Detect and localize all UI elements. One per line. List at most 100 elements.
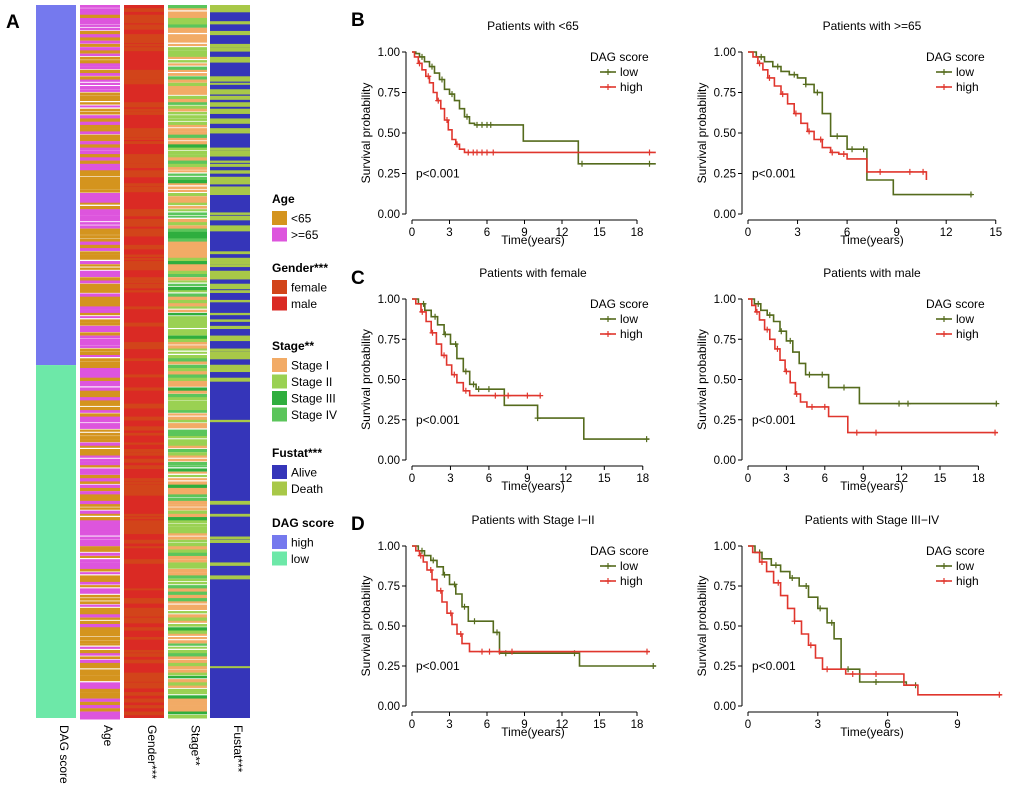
heatmap-cell: [80, 293, 120, 299]
heatmap-cell: [168, 235, 207, 240]
censor-mark: [451, 581, 458, 588]
heatmap-cell: [168, 86, 207, 91]
heatmap-cell: [210, 128, 250, 132]
heatmap-cell: [168, 701, 207, 706]
y-tick-label: 0.25: [714, 415, 736, 427]
heatmap-cell: [80, 471, 120, 475]
km-curve-low: [412, 298, 650, 440]
heatmap-cell: [210, 419, 250, 423]
heatmap-cell: [124, 374, 164, 378]
heatmap-cell: [168, 497, 207, 502]
y-tick-label: 1.00: [378, 47, 400, 59]
heatmap-cell: [168, 251, 207, 257]
heatmap-cell: [80, 192, 120, 198]
heatmap-cell: [168, 17, 207, 22]
censor-mark: [873, 671, 879, 677]
heatmap-cell: [80, 173, 120, 177]
heatmap-cell: [210, 277, 250, 280]
heatmap-cell: [168, 523, 207, 527]
heatmap-cell: [124, 261, 164, 266]
x-tick-label: 9: [521, 719, 527, 731]
heatmap-cell: [124, 173, 164, 178]
heatmap-cell: [168, 98, 207, 103]
heatmap-cell: [210, 666, 250, 669]
km-legend-key-mark: [941, 563, 947, 569]
heatmap-cell: [168, 675, 207, 679]
heatmap-cell: [124, 283, 164, 289]
heatmap-cell: [80, 624, 120, 628]
km-legend-title: DAG score: [926, 297, 985, 311]
heatmap-cell: [80, 410, 120, 413]
km-legend-key-mark: [941, 578, 947, 584]
heatmap-cell: [80, 322, 120, 326]
heatmap-cell: [124, 141, 164, 145]
heatmap-cell: [210, 335, 250, 340]
heatmap-cell: [168, 380, 207, 386]
heatmap-cell: [168, 290, 207, 293]
legend-group-stage: Stage** Stage I Stage II Stage III Stage IV: [272, 339, 337, 422]
heatmap-cell: [80, 517, 120, 522]
censor-mark: [840, 151, 847, 158]
plot-title: Patients with Stage I−II: [471, 513, 594, 527]
panel-labels: A B C D: [6, 10, 365, 535]
heatmap-cell: [124, 432, 164, 436]
heatmap-cell: [80, 377, 120, 382]
heatmap-cell: [168, 202, 207, 206]
heatmap-cell: [168, 47, 207, 51]
censor-mark: [416, 60, 423, 67]
heatmap-cell: [80, 209, 120, 214]
heatmap-cell: [168, 76, 207, 80]
censor-mark: [792, 110, 799, 117]
legend-group-gender: Gender*** female male: [272, 261, 328, 311]
heatmap-cell: [168, 403, 207, 408]
censor-mark: [509, 648, 515, 655]
x-tick-label: 3: [447, 473, 453, 485]
heatmap-cell: [168, 43, 207, 47]
heatmap-cell: [210, 150, 250, 155]
heatmap-cell: [80, 611, 120, 616]
heatmap-cell: [168, 367, 207, 372]
heatmap-cell: [168, 147, 207, 151]
x-tick-label: 12: [556, 227, 569, 239]
y-tick-label: 1.00: [714, 541, 736, 553]
heatmap-cell: [168, 672, 207, 676]
heatmap-cell: [80, 520, 120, 524]
heatmap-cell: [168, 487, 207, 492]
heatmap-cell: [80, 154, 120, 159]
heatmap-column-label: Stage**: [189, 725, 203, 766]
heatmap-cell: [80, 656, 120, 660]
heatmap-cell: [80, 92, 120, 96]
heatmap-cell: [168, 89, 207, 93]
heatmap-cell: [80, 73, 120, 76]
heatmap-cell: [80, 546, 120, 551]
heatmap-cell: [124, 244, 164, 250]
km-curve-high: [748, 51, 928, 180]
heatmap-cell: [80, 679, 120, 682]
heatmap-cell: [124, 8, 164, 12]
heatmap-cell: [80, 254, 120, 260]
km-legend-label: low: [620, 312, 638, 326]
heatmap-cell: [168, 335, 207, 340]
x-tick-label: 15: [934, 473, 947, 485]
x-tick-label: 9: [524, 473, 530, 485]
heatmap-cell: [80, 675, 120, 680]
heatmap-cell: [80, 513, 120, 516]
heatmap-cell: [80, 325, 120, 330]
heatmap-cell: [210, 43, 250, 48]
heatmap-cell: [210, 319, 250, 322]
heatmap-cell: [124, 611, 164, 615]
heatmap-cell: [124, 487, 164, 493]
heatmap-cell: [80, 568, 120, 572]
heatmap-cell: [168, 306, 207, 309]
heatmap-cell: [124, 517, 164, 520]
heatmap-cell: [80, 646, 120, 649]
heatmap-cell: [80, 445, 120, 448]
heatmap-cell: [80, 47, 120, 52]
heatmap-cell: [80, 128, 120, 132]
heatmap-cell: [168, 662, 207, 668]
legend-label: Stage I: [291, 359, 329, 373]
heatmap-cell: [168, 342, 207, 345]
heatmap-cell: [168, 692, 207, 695]
heatmap-cell: [124, 157, 164, 162]
heatmap-cell: [168, 371, 207, 376]
